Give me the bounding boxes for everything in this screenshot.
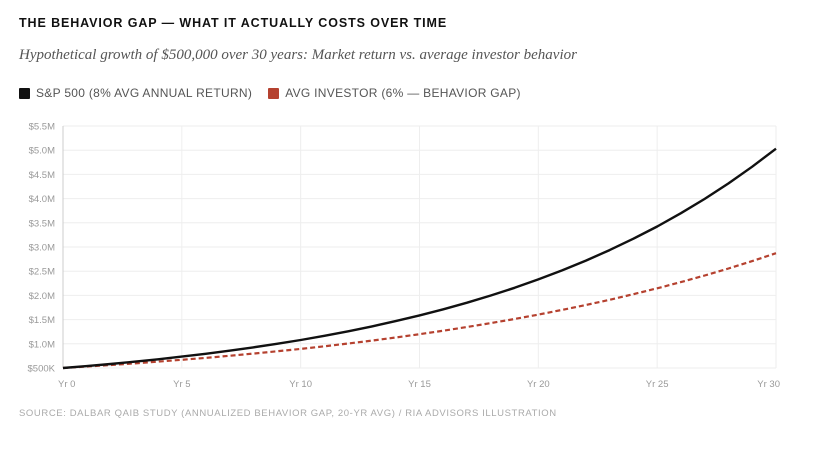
legend-item-sp500: S&P 500 (8% AVG ANNUAL RETURN) [19, 86, 252, 100]
y-tick-label: $3.5M [29, 218, 55, 229]
y-tick-label: $2.5M [29, 267, 55, 278]
x-tick-label: Yr 0 [58, 379, 75, 390]
series-line-sp500 [62, 147, 777, 370]
source-note: SOURCE: DALBAR QAIB STUDY (ANNUALIZED BE… [19, 408, 557, 419]
x-tick-label: Yr 5 [173, 379, 190, 390]
chart-title: THE BEHAVIOR GAP — WHAT IT ACTUALLY COST… [19, 16, 448, 30]
y-tick-label: $3.0M [29, 243, 55, 254]
legend-item-avg-investor: AVG INVESTOR (6% — BEHAVIOR GAP) [268, 86, 521, 100]
x-tick-label: Yr 20 [527, 379, 550, 390]
series-line-avg-investor [62, 252, 777, 370]
chart-subtitle: Hypothetical growth of $500,000 over 30 … [19, 47, 577, 63]
legend: S&P 500 (8% AVG ANNUAL RETURN) AVG INVES… [19, 86, 521, 100]
x-tick-label: Yr 25 [646, 379, 669, 390]
legend-swatch-avg-investor [268, 87, 280, 99]
y-tick-label: $500K [28, 364, 56, 375]
y-tick-label: $1.5M [29, 315, 55, 326]
y-tick-label: $2.0M [29, 291, 55, 302]
legend-swatch-sp500 [19, 87, 30, 99]
y-tick-label: $5.0M [29, 146, 55, 157]
y-tick-label: $1.0M [29, 339, 55, 350]
x-tick-label: Yr 10 [289, 379, 312, 390]
x-tick-label: Yr 30 [757, 379, 780, 390]
legend-label-sp500: S&P 500 (8% AVG ANNUAL RETURN) [36, 86, 253, 100]
y-tick-label: $5.5M [29, 122, 55, 133]
x-tick-label: Yr 15 [408, 379, 431, 390]
legend-label-avg-investor: AVG INVESTOR (6% — BEHAVIOR GAP) [285, 86, 521, 100]
y-tick-label: $4.5M [29, 170, 55, 181]
y-tick-label: $4.0M [29, 194, 55, 205]
